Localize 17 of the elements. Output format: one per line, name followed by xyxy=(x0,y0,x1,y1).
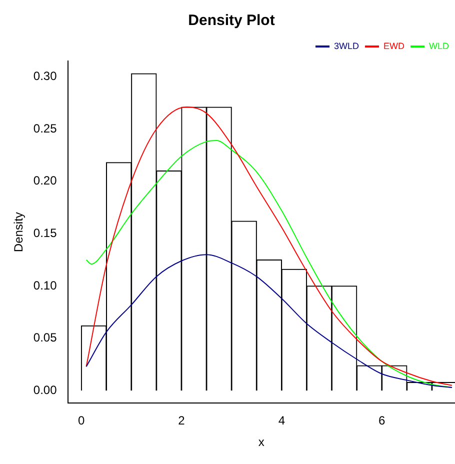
y-axis-title: Density xyxy=(12,212,26,252)
y-tick-label: 0.05 xyxy=(33,330,58,345)
legend-label: WLD xyxy=(429,40,450,51)
y-tick-label: 0.30 xyxy=(33,69,58,84)
y-tick-label: 0.15 xyxy=(33,226,58,240)
legend-label: 3WLD xyxy=(334,40,360,51)
x-tick-label: 2 xyxy=(178,414,186,428)
x-tick-label: 0 xyxy=(78,414,85,428)
x-axis-title: x xyxy=(258,435,264,450)
y-tick-label: 0.00 xyxy=(33,382,58,397)
y-tick-label: 0.10 xyxy=(33,278,58,292)
y-tick-label: 0.20 xyxy=(33,174,58,188)
y-tick-label: 0.25 xyxy=(33,121,58,136)
legend-label: EWD xyxy=(384,40,405,51)
x-tick-label: 6 xyxy=(378,414,386,428)
chart-title: Density Plot xyxy=(188,12,275,30)
x-tick-label: 4 xyxy=(278,414,286,428)
